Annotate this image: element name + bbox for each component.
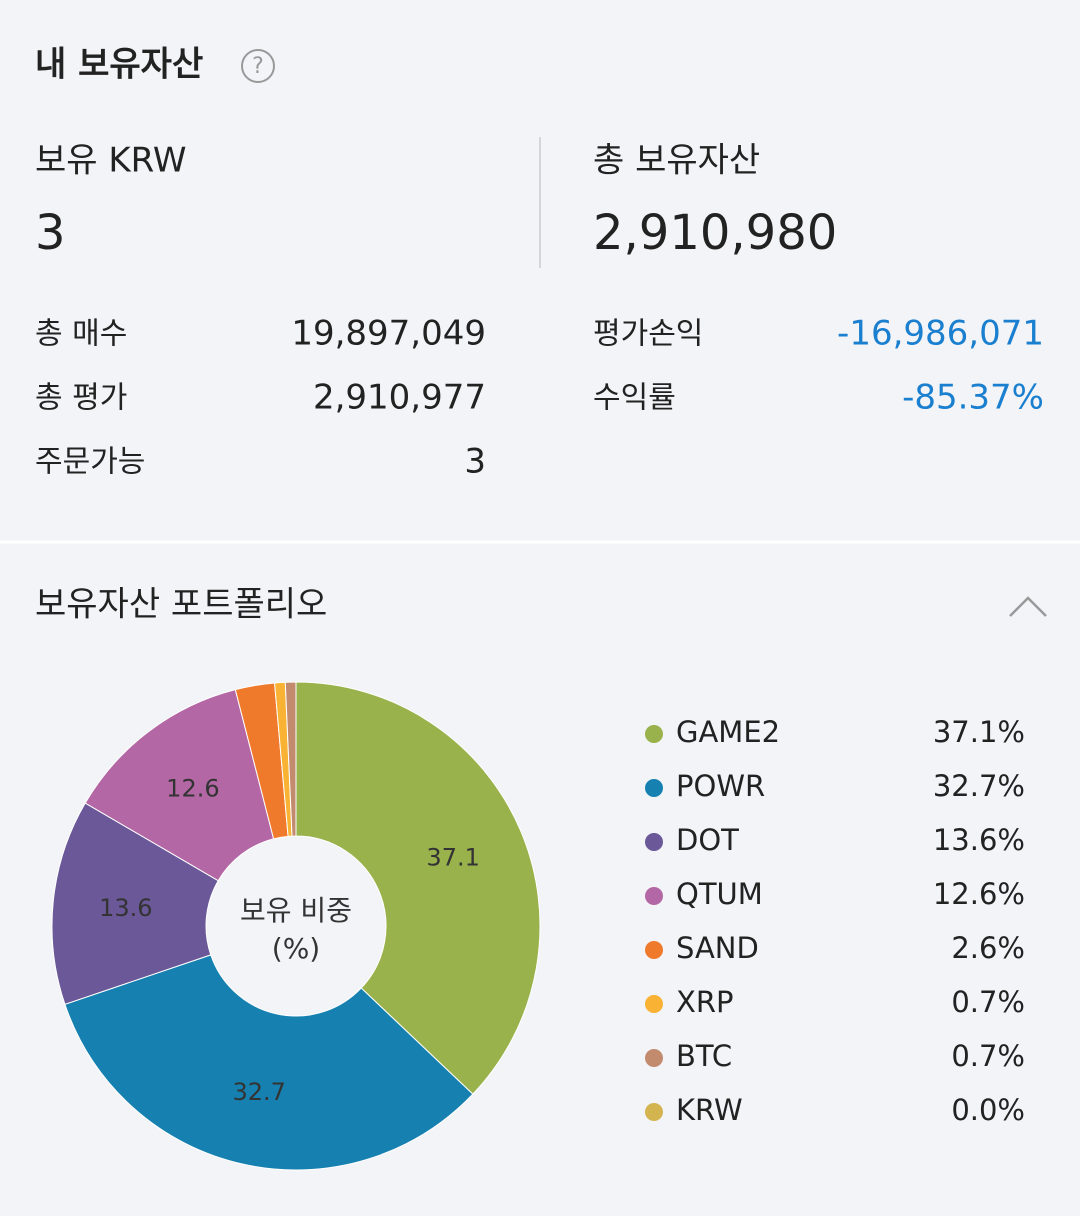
row-value: 19,897,049 — [291, 314, 486, 354]
legend-name: SAND — [676, 931, 759, 965]
center-label: (%) — [272, 932, 320, 965]
legend-value: 37.1% — [933, 715, 1025, 749]
legend-name: DOT — [676, 823, 739, 857]
krw-value: 3 — [35, 205, 66, 261]
legend-value: 13.6% — [933, 823, 1025, 857]
slice-label: 12.6 — [166, 775, 219, 803]
pie-slice — [64, 954, 474, 1171]
row-label: 주문가능 — [35, 445, 145, 480]
legend-name: KRW — [676, 1093, 743, 1127]
row-label: 총 매수 — [35, 317, 127, 352]
header-title: 내 보유자산 — [35, 45, 203, 85]
legend-name: QTUM — [676, 877, 763, 911]
row-value: 3 — [464, 442, 486, 482]
pie-slice — [84, 689, 275, 882]
row-value: 2,910,977 — [313, 378, 486, 418]
help-icon[interactable] — [241, 49, 275, 83]
legend-name: XRP — [676, 985, 734, 1019]
legend-value: 0.7% — [951, 985, 1025, 1019]
collapse-button[interactable] — [1009, 596, 1047, 617]
pie-slice — [295, 681, 541, 1095]
slice-label: 37.1 — [426, 844, 479, 872]
legend-dot — [645, 725, 663, 743]
legend-value: 0.7% — [951, 1039, 1025, 1073]
legend-dot — [645, 779, 663, 797]
legend-dot — [645, 1049, 663, 1067]
slice-label: 32.7 — [233, 1078, 286, 1106]
legend-value: 2.6% — [951, 931, 1025, 965]
row-label: 수익률 — [593, 381, 676, 416]
legend-value: 32.7% — [933, 769, 1025, 803]
legend-value: 0.0% — [951, 1093, 1025, 1127]
help-icon-text[interactable]: ? — [252, 54, 264, 79]
total-label: 총 보유자산 — [593, 141, 760, 181]
row-value: -16,986,071 — [837, 314, 1044, 354]
portfolio-title: 보유자산 포트폴리오 — [35, 585, 327, 625]
krw-label: 보유 KRW — [35, 141, 187, 181]
legend-name: POWR — [676, 769, 765, 803]
legend-dot — [645, 941, 663, 959]
row-label: 평가손익 — [593, 317, 703, 352]
legend-name: BTC — [676, 1039, 732, 1073]
legend-dot — [645, 1103, 663, 1121]
legend-name: GAME2 — [676, 715, 780, 749]
slice-label: 13.6 — [99, 894, 152, 922]
center-label: 보유 비중 — [240, 894, 352, 927]
legend-value: 12.6% — [933, 877, 1025, 911]
legend-dot — [645, 833, 663, 851]
row-label: 총 평가 — [35, 381, 127, 416]
pie-slice — [51, 802, 219, 1005]
row-value: -85.37% — [902, 378, 1044, 418]
total-value: 2,910,980 — [593, 205, 837, 261]
legend-dot — [645, 887, 663, 905]
legend-dot — [645, 995, 663, 1013]
